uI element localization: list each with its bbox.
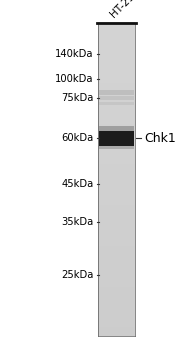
Text: 45kDa: 45kDa (61, 179, 94, 189)
Text: 35kDa: 35kDa (61, 217, 94, 227)
Text: HT-29: HT-29 (108, 0, 137, 19)
Bar (99, 90, 134, 95)
Text: 75kDa: 75kDa (61, 93, 94, 103)
Text: 140kDa: 140kDa (55, 49, 94, 59)
Bar (99, 102, 134, 105)
Text: 25kDa: 25kDa (61, 270, 94, 280)
Bar (99, 131, 134, 146)
Bar (99, 126, 134, 131)
Text: 60kDa: 60kDa (61, 133, 94, 143)
Bar (99, 146, 134, 149)
Text: Chk1: Chk1 (144, 132, 176, 145)
Text: 100kDa: 100kDa (55, 74, 94, 84)
Bar (99, 96, 134, 100)
